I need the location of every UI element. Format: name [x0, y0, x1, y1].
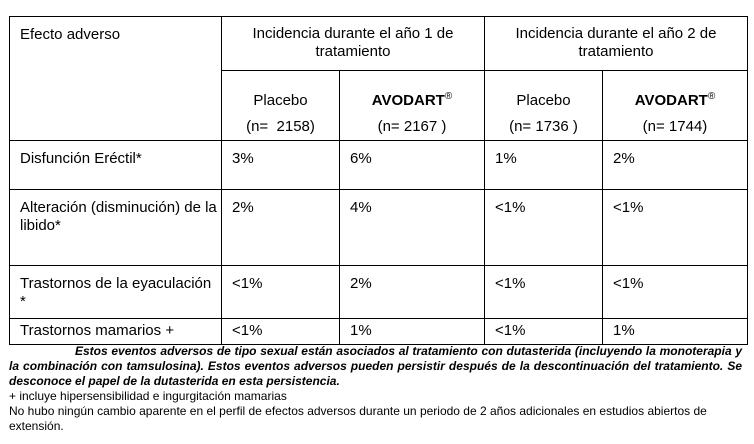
value-cell: 3%	[221, 140, 340, 190]
table-row: Trastornos de la eyaculación * <1% 2% <1…	[9, 265, 748, 319]
value-y1-placebo: <1%	[232, 275, 263, 292]
value-y2-drug: <1%	[613, 275, 644, 292]
value-y1-placebo: 3%	[232, 150, 254, 167]
value-y2-drug: 1%	[613, 322, 635, 339]
value-cell: <1%	[221, 318, 340, 345]
value-cell: <1%	[484, 318, 603, 345]
header-effect-label: Efecto adverso	[20, 26, 121, 43]
table-row: Alteración (disminución) de la libido* 2…	[9, 189, 748, 266]
value-cell: <1%	[221, 265, 340, 319]
y2-registered-mark: ®	[707, 91, 716, 102]
value-cell: 1%	[602, 318, 748, 345]
y2-placebo-header: Placebo (n= 1736 )	[484, 70, 603, 141]
table-row: Trastornos mamarios + <1% 1% <1% 1%	[9, 318, 748, 345]
y1-drug-n: (n= 2167 )	[377, 118, 447, 135]
header-year1-label: Incidencia durante el año 1 de tratamien…	[252, 25, 454, 60]
y1-placebo-header: Placebo (n= 2158)	[221, 70, 340, 141]
row-label-cell: Trastornos de la eyaculación *	[9, 265, 222, 319]
value-cell: <1%	[602, 265, 748, 319]
value-cell: <1%	[484, 265, 603, 319]
value-cell: 1%	[339, 318, 485, 345]
row-label: Trastornos de la eyaculación *	[20, 275, 212, 310]
value-cell: 2%	[602, 140, 748, 190]
y1-drug-header: AVODART® (n= 2167 )	[339, 70, 485, 141]
header-year2-label: Incidencia durante el año 2 de tratamien…	[515, 25, 717, 60]
row-label: Disfunción Eréctil*	[20, 150, 142, 167]
value-y2-drug: 2%	[613, 150, 635, 167]
header-row-groups: Placebo (n= 2158) AVODART® (n= 2167 ) Pl…	[10, 70, 748, 141]
value-y2-placebo: 1%	[495, 150, 517, 167]
value-y1-drug: 4%	[350, 199, 372, 216]
y1-registered-mark: ®	[444, 91, 453, 102]
value-cell: <1%	[484, 189, 603, 266]
value-y1-placebo: 2%	[232, 199, 254, 216]
y2-placebo-label: Placebo	[516, 92, 571, 109]
value-y2-placebo: <1%	[495, 322, 526, 339]
footnotes: Estos eventos adversos de tipo sexual es…	[9, 344, 742, 434]
y1-drug-label: AVODART	[371, 92, 445, 109]
extension-note: No hubo ningún cambio aparente en el per…	[9, 404, 707, 433]
row-label: Trastornos mamarios +	[20, 322, 175, 339]
header-year1-cell: Incidencia durante el año 1 de tratamien…	[221, 16, 485, 71]
row-label-cell: Alteración (disminución) de la libido*	[9, 189, 222, 266]
value-cell: 6%	[339, 140, 485, 190]
value-cell: 1%	[484, 140, 603, 190]
value-y1-placebo: <1%	[232, 322, 263, 339]
header-effect-cell: Efecto adverso	[9, 16, 222, 141]
sexual-events-note: Estos eventos adversos de tipo sexual es…	[9, 344, 742, 388]
y1-placebo-n: (n= 2158)	[246, 118, 315, 135]
row-label-cell: Disfunción Eréctil*	[9, 140, 222, 190]
row-label-cell: Trastornos mamarios +	[9, 318, 222, 345]
value-y1-drug: 1%	[350, 322, 372, 339]
header-row-years: Efecto adverso Incidencia durante el año…	[9, 16, 748, 141]
table-row: Disfunción Eréctil* 3% 6% 1% 2%	[9, 140, 748, 190]
value-y2-drug: <1%	[613, 199, 644, 216]
y2-placebo-n: (n= 1736 )	[509, 118, 578, 135]
value-y1-drug: 6%	[350, 150, 372, 167]
value-y2-placebo: <1%	[495, 275, 526, 292]
row-label: Alteración (disminución) de la libido*	[20, 199, 217, 234]
y2-drug-label: AVODART	[634, 92, 708, 109]
header-year2-cell: Incidencia durante el año 2 de tratamien…	[484, 16, 748, 71]
value-cell: 2%	[339, 265, 485, 319]
value-y1-drug: 2%	[350, 275, 372, 292]
value-cell: 2%	[221, 189, 340, 266]
plus-footnote: + incluye hipersensibilidad e ingurgitac…	[9, 389, 287, 403]
adverse-events-table: Efecto adverso Incidencia durante el año…	[9, 16, 748, 345]
y2-drug-header: AVODART® (n= 1744)	[602, 70, 748, 141]
y1-placebo-label: Placebo	[253, 92, 308, 109]
value-y2-placebo: <1%	[495, 199, 526, 216]
value-cell: <1%	[602, 189, 748, 266]
value-cell: 4%	[339, 189, 485, 266]
y2-drug-n: (n= 1744)	[642, 118, 708, 135]
